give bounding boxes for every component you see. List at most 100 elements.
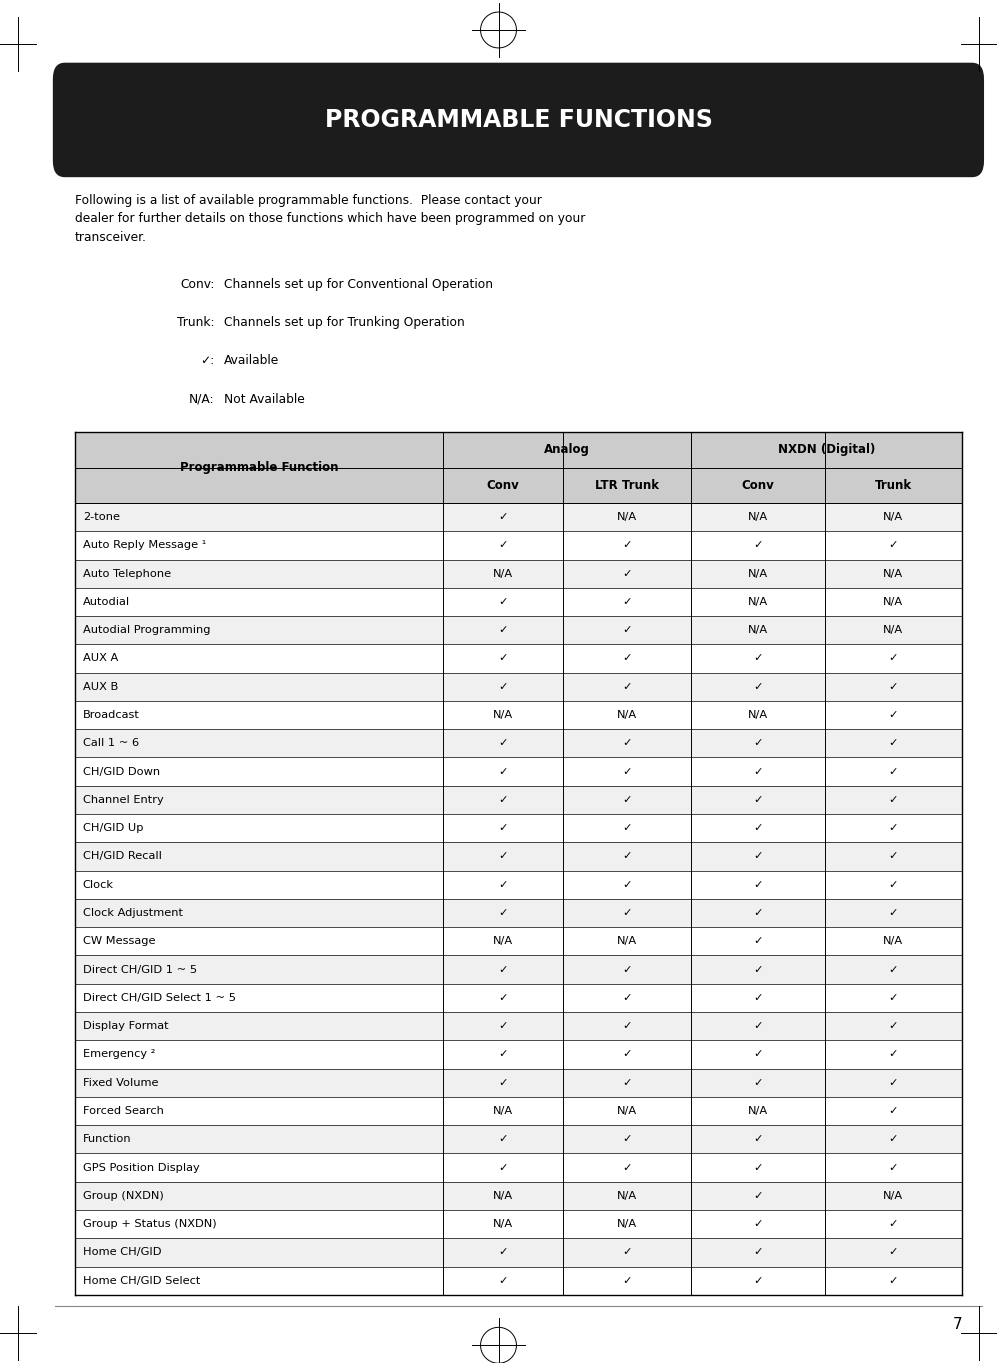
Bar xyxy=(75,645,962,673)
Text: N/A: N/A xyxy=(883,512,903,522)
Text: ✓: ✓ xyxy=(622,795,632,806)
Bar xyxy=(75,984,962,1011)
Text: Function: Function xyxy=(83,1134,132,1145)
Text: ✓: ✓ xyxy=(888,653,898,664)
Text: ✓: ✓ xyxy=(498,1050,507,1059)
Text: N/A: N/A xyxy=(748,597,768,607)
Text: Direct CH/GID Select 1 ~ 5: Direct CH/GID Select 1 ~ 5 xyxy=(83,992,235,1003)
Text: ✓: ✓ xyxy=(622,766,632,777)
Bar xyxy=(75,842,962,871)
Text: ✓: ✓ xyxy=(888,992,898,1003)
Text: N/A: N/A xyxy=(748,1105,768,1116)
Text: N/A: N/A xyxy=(493,1105,513,1116)
Bar xyxy=(75,1124,962,1153)
Bar xyxy=(75,1011,962,1040)
Text: N/A: N/A xyxy=(617,936,637,946)
Text: ✓: ✓ xyxy=(754,908,763,919)
Text: ✓: ✓ xyxy=(498,795,507,806)
Text: ✓: ✓ xyxy=(498,512,507,522)
Text: ✓: ✓ xyxy=(498,682,507,692)
Text: ✓: ✓ xyxy=(498,879,507,890)
Text: ✓: ✓ xyxy=(754,1050,763,1059)
Text: N/A: N/A xyxy=(617,1219,637,1229)
Text: N/A: N/A xyxy=(493,1219,513,1229)
Text: Group (NXDN): Group (NXDN) xyxy=(83,1191,164,1201)
Bar xyxy=(75,1210,962,1238)
Bar xyxy=(75,616,962,645)
Bar xyxy=(75,1040,962,1069)
Text: Analog: Analog xyxy=(544,443,590,457)
Text: Auto Reply Message ¹: Auto Reply Message ¹ xyxy=(83,540,206,551)
Text: N/A: N/A xyxy=(493,936,513,946)
Text: N/A:: N/A: xyxy=(188,393,214,406)
Text: ✓: ✓ xyxy=(754,795,763,806)
Text: N/A: N/A xyxy=(493,710,513,720)
Text: Fixed Volume: Fixed Volume xyxy=(83,1078,159,1088)
Text: N/A: N/A xyxy=(617,1191,637,1201)
Text: ✓: ✓ xyxy=(622,965,632,975)
Text: N/A: N/A xyxy=(748,512,768,522)
Bar xyxy=(75,1097,962,1124)
Text: Channels set up for Trunking Operation: Channels set up for Trunking Operation xyxy=(224,316,465,330)
Text: Trunk:: Trunk: xyxy=(176,316,214,330)
Text: Call 1 ~ 6: Call 1 ~ 6 xyxy=(83,739,139,748)
Bar xyxy=(443,468,562,503)
Bar xyxy=(75,587,962,616)
Bar xyxy=(75,1182,962,1210)
Text: ✓: ✓ xyxy=(622,597,632,607)
Text: ✓: ✓ xyxy=(888,540,898,551)
Text: N/A: N/A xyxy=(617,1105,637,1116)
Text: ✓: ✓ xyxy=(754,1247,763,1258)
Text: Programmable Function: Programmable Function xyxy=(179,461,338,474)
Text: ✓: ✓ xyxy=(498,852,507,861)
Text: AUX B: AUX B xyxy=(83,682,118,692)
Text: ✓: ✓ xyxy=(498,597,507,607)
Text: ✓: ✓ xyxy=(622,739,632,748)
Bar xyxy=(75,432,443,503)
Text: ✓: ✓ xyxy=(888,1021,898,1032)
Bar xyxy=(75,559,962,587)
Bar xyxy=(692,432,962,468)
Text: Home CH/GID: Home CH/GID xyxy=(83,1247,162,1258)
Text: ✓: ✓ xyxy=(754,1219,763,1229)
Bar xyxy=(75,729,962,758)
Text: ✓: ✓ xyxy=(622,682,632,692)
Bar xyxy=(692,468,825,503)
Text: ✓: ✓ xyxy=(622,879,632,890)
Text: ✓: ✓ xyxy=(888,1163,898,1172)
Text: ✓: ✓ xyxy=(622,1276,632,1285)
Bar xyxy=(75,900,962,927)
Text: Clock Adjustment: Clock Adjustment xyxy=(83,908,182,919)
Text: ✓: ✓ xyxy=(754,739,763,748)
Text: 2-tone: 2-tone xyxy=(83,512,120,522)
Text: Clock: Clock xyxy=(83,879,114,890)
Text: Display Format: Display Format xyxy=(83,1021,168,1032)
Text: Forced Search: Forced Search xyxy=(83,1105,164,1116)
Text: ✓: ✓ xyxy=(622,852,632,861)
Text: ✓:: ✓: xyxy=(200,354,214,368)
Text: Direct CH/GID 1 ~ 5: Direct CH/GID 1 ~ 5 xyxy=(83,965,196,975)
Text: ✓: ✓ xyxy=(498,626,507,635)
Text: ✓: ✓ xyxy=(888,1050,898,1059)
Text: CH/GID Down: CH/GID Down xyxy=(83,766,160,777)
Text: N/A: N/A xyxy=(883,597,903,607)
Text: 7: 7 xyxy=(952,1317,962,1333)
Text: LTR Trunk: LTR Trunk xyxy=(595,478,659,492)
Text: Autodial: Autodial xyxy=(83,597,130,607)
Text: Conv: Conv xyxy=(742,478,775,492)
Text: Broadcast: Broadcast xyxy=(83,710,140,720)
Text: ✓: ✓ xyxy=(888,879,898,890)
Text: ✓: ✓ xyxy=(622,1078,632,1088)
Bar xyxy=(75,1153,962,1182)
Text: ✓: ✓ xyxy=(754,540,763,551)
Text: ✓: ✓ xyxy=(498,908,507,919)
Text: ✓: ✓ xyxy=(754,1163,763,1172)
Text: Autodial Programming: Autodial Programming xyxy=(83,626,210,635)
Text: ✓: ✓ xyxy=(622,992,632,1003)
Text: ✓: ✓ xyxy=(622,1247,632,1258)
FancyBboxPatch shape xyxy=(53,63,984,177)
Text: N/A: N/A xyxy=(493,568,513,579)
Bar xyxy=(75,871,962,900)
Text: ✓: ✓ xyxy=(754,879,763,890)
Text: N/A: N/A xyxy=(748,710,768,720)
